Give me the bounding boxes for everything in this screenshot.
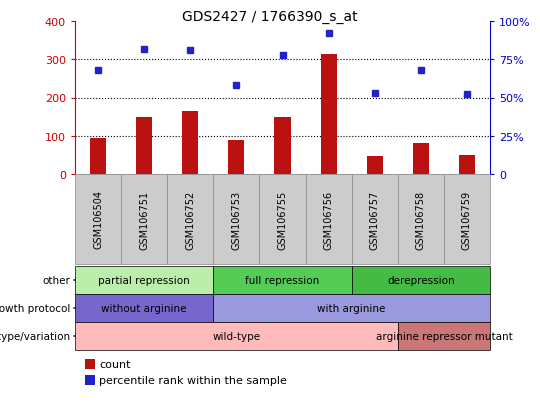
Bar <box>136 117 152 175</box>
Text: GSM106504: GSM106504 <box>93 190 103 249</box>
Text: derepression: derepression <box>387 275 455 285</box>
Bar <box>228 140 245 175</box>
Text: GSM106757: GSM106757 <box>370 190 380 249</box>
Text: GSM106755: GSM106755 <box>278 190 287 249</box>
Bar <box>90 138 106 175</box>
Text: GSM106751: GSM106751 <box>139 190 149 249</box>
Text: GSM106756: GSM106756 <box>323 190 334 249</box>
Text: GSM106753: GSM106753 <box>231 190 241 249</box>
Text: wild-type: wild-type <box>212 331 260 341</box>
Text: genotype/variation: genotype/variation <box>0 331 70 341</box>
Text: partial repression: partial repression <box>98 275 190 285</box>
Text: other: other <box>42 275 70 285</box>
Bar <box>367 157 383 175</box>
Bar <box>321 55 336 175</box>
Bar <box>459 156 475 175</box>
Text: GSM106752: GSM106752 <box>185 190 195 249</box>
Text: growth protocol: growth protocol <box>0 303 70 313</box>
Bar <box>182 112 198 175</box>
Text: count: count <box>99 359 131 369</box>
Text: without arginine: without arginine <box>102 303 187 313</box>
Text: GSM106758: GSM106758 <box>416 190 426 249</box>
Text: GDS2427 / 1766390_s_at: GDS2427 / 1766390_s_at <box>182 10 358 24</box>
Bar <box>274 118 291 175</box>
Bar <box>413 144 429 175</box>
Text: arginine repressor mutant: arginine repressor mutant <box>375 331 512 341</box>
Text: percentile rank within the sample: percentile rank within the sample <box>99 375 287 385</box>
Text: full repression: full repression <box>245 275 320 285</box>
Text: with arginine: with arginine <box>318 303 386 313</box>
Text: GSM106759: GSM106759 <box>462 190 472 249</box>
